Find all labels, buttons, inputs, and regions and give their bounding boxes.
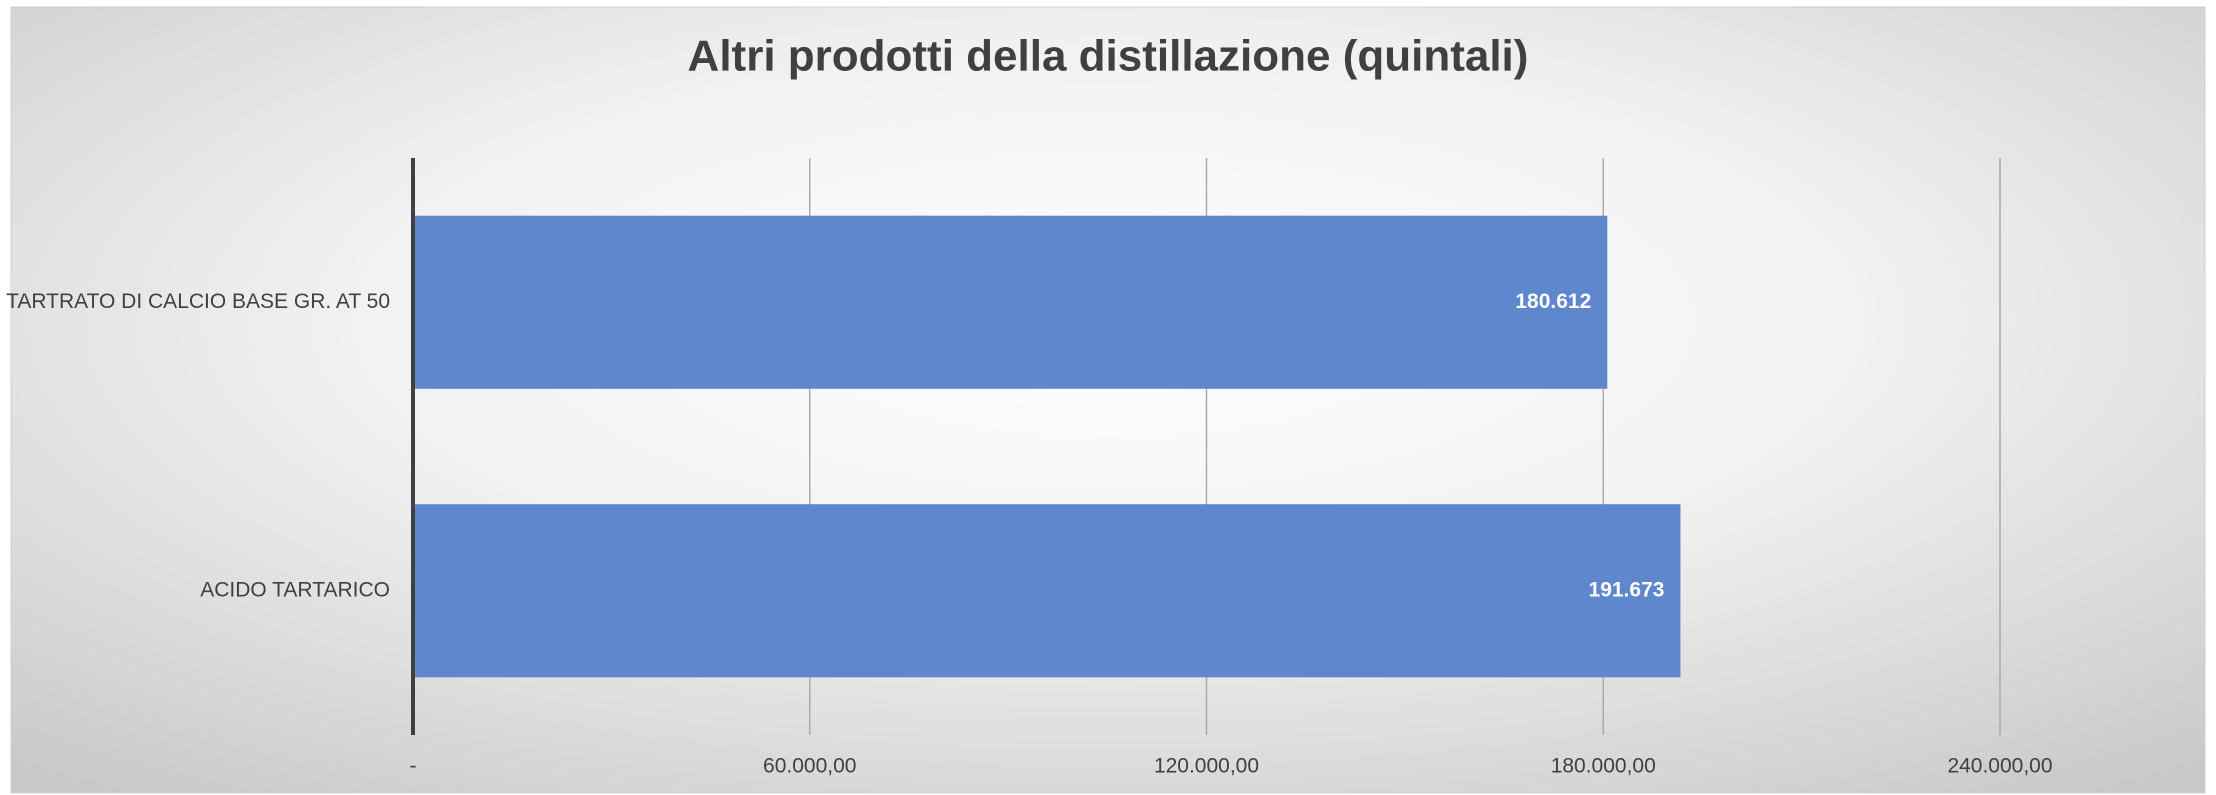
x-tick-label: 120.000,00 [1154, 755, 1259, 778]
x-tick-label: 60.000,00 [763, 755, 856, 778]
x-tick-label: 180.000,00 [1551, 755, 1656, 778]
bar [413, 215, 1608, 389]
data-label: 180.612 [1515, 290, 1591, 313]
data-label: 191.673 [1589, 578, 1665, 601]
y-tick-label: TARTRATO DI CALCIO BASE GR. AT 50 [6, 290, 390, 313]
y-tick-label: ACIDO TARTARICO [200, 578, 390, 601]
chart-title: Altri prodotti della distillazione (quin… [688, 32, 1529, 81]
bar [413, 504, 1681, 678]
x-tick-label: - [410, 755, 417, 778]
x-tick-label: 240.000,00 [1947, 755, 2052, 778]
